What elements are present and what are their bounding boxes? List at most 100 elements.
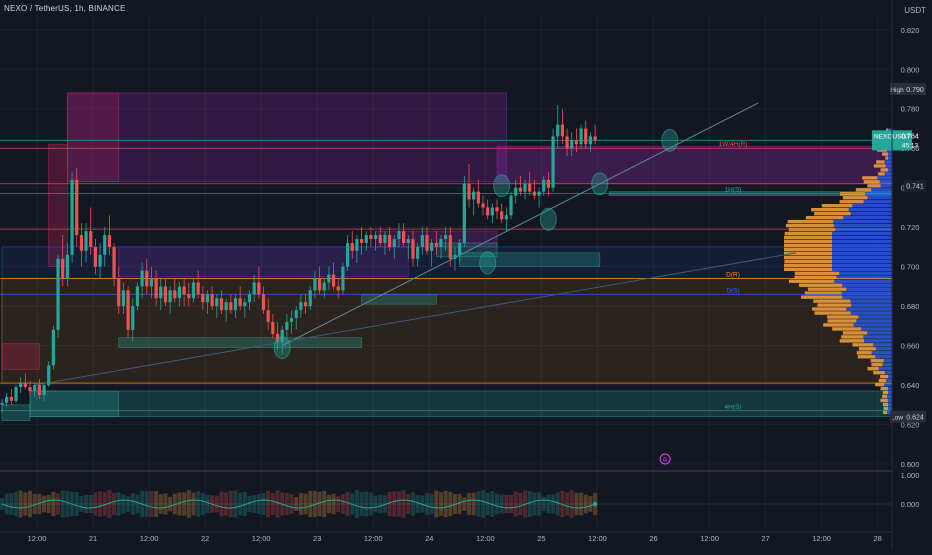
- candle-body: [500, 211, 504, 220]
- price-tick-label: 0.600: [901, 460, 920, 469]
- volume-profile-row-blue: [850, 211, 892, 216]
- price-tick-label: 0.620: [901, 421, 920, 430]
- candle-body: [560, 124, 564, 137]
- candle-body: [168, 290, 172, 303]
- oscillator-bar: [588, 496, 593, 512]
- volume-profile-row-orange: [880, 374, 888, 379]
- circle-5: [591, 172, 609, 196]
- volume-profile-row-blue: [884, 370, 892, 375]
- price-tick-label: 0.820: [901, 26, 920, 35]
- candle-body: [402, 231, 406, 243]
- candle-body: [131, 306, 135, 330]
- candle-body: [173, 290, 177, 299]
- volume-profile-row-blue: [888, 386, 892, 391]
- volume-profile-row-orange: [832, 327, 862, 331]
- currency-label[interactable]: USDT: [904, 6, 926, 15]
- candle-body: [532, 191, 536, 196]
- candle-body: [42, 385, 46, 395]
- volume-profile-row-orange: [886, 128, 888, 132]
- oscillator-bar: [579, 492, 584, 516]
- badge-high-label-bg: [890, 83, 904, 96]
- volume-profile-row-orange: [867, 184, 881, 188]
- oscillator-bar: [205, 494, 210, 514]
- volume-profile-row-orange: [784, 231, 832, 236]
- candle-body: [33, 385, 37, 392]
- volume-profile-row-orange: [801, 295, 843, 299]
- volume-profile-row-blue: [882, 363, 892, 367]
- candle-body: [103, 235, 107, 255]
- oscillator-bar: [527, 491, 532, 517]
- candle-body: [224, 302, 228, 311]
- oscillator-bar: [308, 491, 313, 517]
- oscillator-last-point: [592, 501, 598, 507]
- candle-body: [425, 235, 429, 251]
- oscillator-bar: [303, 493, 308, 515]
- volume-profile-row-blue: [883, 359, 892, 363]
- volume-profile-row-blue: [843, 215, 892, 220]
- candle-body: [233, 298, 238, 311]
- volume-profile-row-orange: [878, 172, 885, 176]
- candle-body: [322, 282, 326, 291]
- oscillator-bar: [107, 490, 112, 518]
- time-tick-label: 12:00: [252, 534, 271, 543]
- oscillator-bar: [112, 493, 117, 515]
- candle-body: [518, 187, 522, 192]
- volume-profile-row-blue: [880, 184, 892, 188]
- candle-body: [593, 136, 597, 141]
- volume-profile-row-orange: [876, 160, 885, 164]
- candle-body: [275, 333, 280, 342]
- oscillator-bar: [438, 492, 443, 516]
- oscillator-bar: [130, 493, 135, 515]
- candle-body: [187, 294, 191, 299]
- candle-body: [430, 242, 434, 251]
- candle-body: [89, 231, 93, 247]
- candle-body: [289, 317, 294, 322]
- last-price-countdown: 45:13: [902, 142, 919, 149]
- oscillator-bar: [481, 490, 486, 518]
- volume-profile-row-orange: [827, 319, 857, 323]
- volume-profile-row-blue: [833, 223, 892, 228]
- volume-profile-row-blue: [848, 207, 892, 212]
- candle-body: [462, 183, 466, 243]
- volume-profile-row-blue: [834, 279, 892, 283]
- volume-profile-row-orange: [784, 255, 832, 260]
- volume-profile-row-blue: [863, 335, 892, 339]
- level-label: 1W/4H(R): [719, 141, 748, 148]
- volume-profile-row-blue: [853, 323, 892, 327]
- oscillator-bar: [499, 494, 504, 514]
- oscillator-bar: [504, 495, 509, 513]
- badge-high-label: High: [890, 87, 904, 94]
- oscillator-bar: [476, 491, 481, 517]
- volume-profile-row-orange: [882, 390, 888, 395]
- volume-profile-row-orange: [885, 156, 888, 160]
- volume-profile-row-blue: [832, 255, 892, 260]
- oscillator-bar: [37, 493, 42, 515]
- candle-body: [56, 258, 60, 330]
- volume-profile-row-orange: [880, 386, 888, 391]
- candle-body: [117, 278, 121, 307]
- candle-body: [579, 128, 583, 145]
- candle-body: [205, 294, 210, 303]
- volume-profile-row-orange: [812, 307, 847, 311]
- blue-zone: [1, 246, 893, 279]
- volume-profile-row-orange: [794, 275, 837, 279]
- oscillator-bar: [317, 491, 322, 517]
- candle-body: [439, 239, 443, 247]
- oscillator-bar: [551, 494, 556, 514]
- oscillator-bar: [378, 494, 383, 514]
- oscillator-bar: [224, 492, 229, 516]
- oscillator-bar: [509, 494, 514, 514]
- volume-profile-row-blue: [875, 347, 892, 351]
- volume-profile-row-blue: [871, 351, 892, 355]
- volume-profile-row-orange: [814, 311, 851, 315]
- candle-body: [154, 278, 158, 299]
- candle-body: [341, 266, 345, 291]
- symbol-title[interactable]: NEXO / TetherUS, 1h, BINANCE: [4, 4, 126, 13]
- green-zone-4h: [29, 390, 893, 418]
- volume-profile-row-blue: [877, 176, 892, 180]
- indicator-marker-glyph: ⦶: [663, 457, 668, 464]
- candle-body: [9, 396, 13, 401]
